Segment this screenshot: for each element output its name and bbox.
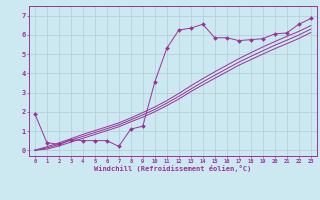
X-axis label: Windchill (Refroidissement éolien,°C): Windchill (Refroidissement éolien,°C) [94, 165, 252, 172]
